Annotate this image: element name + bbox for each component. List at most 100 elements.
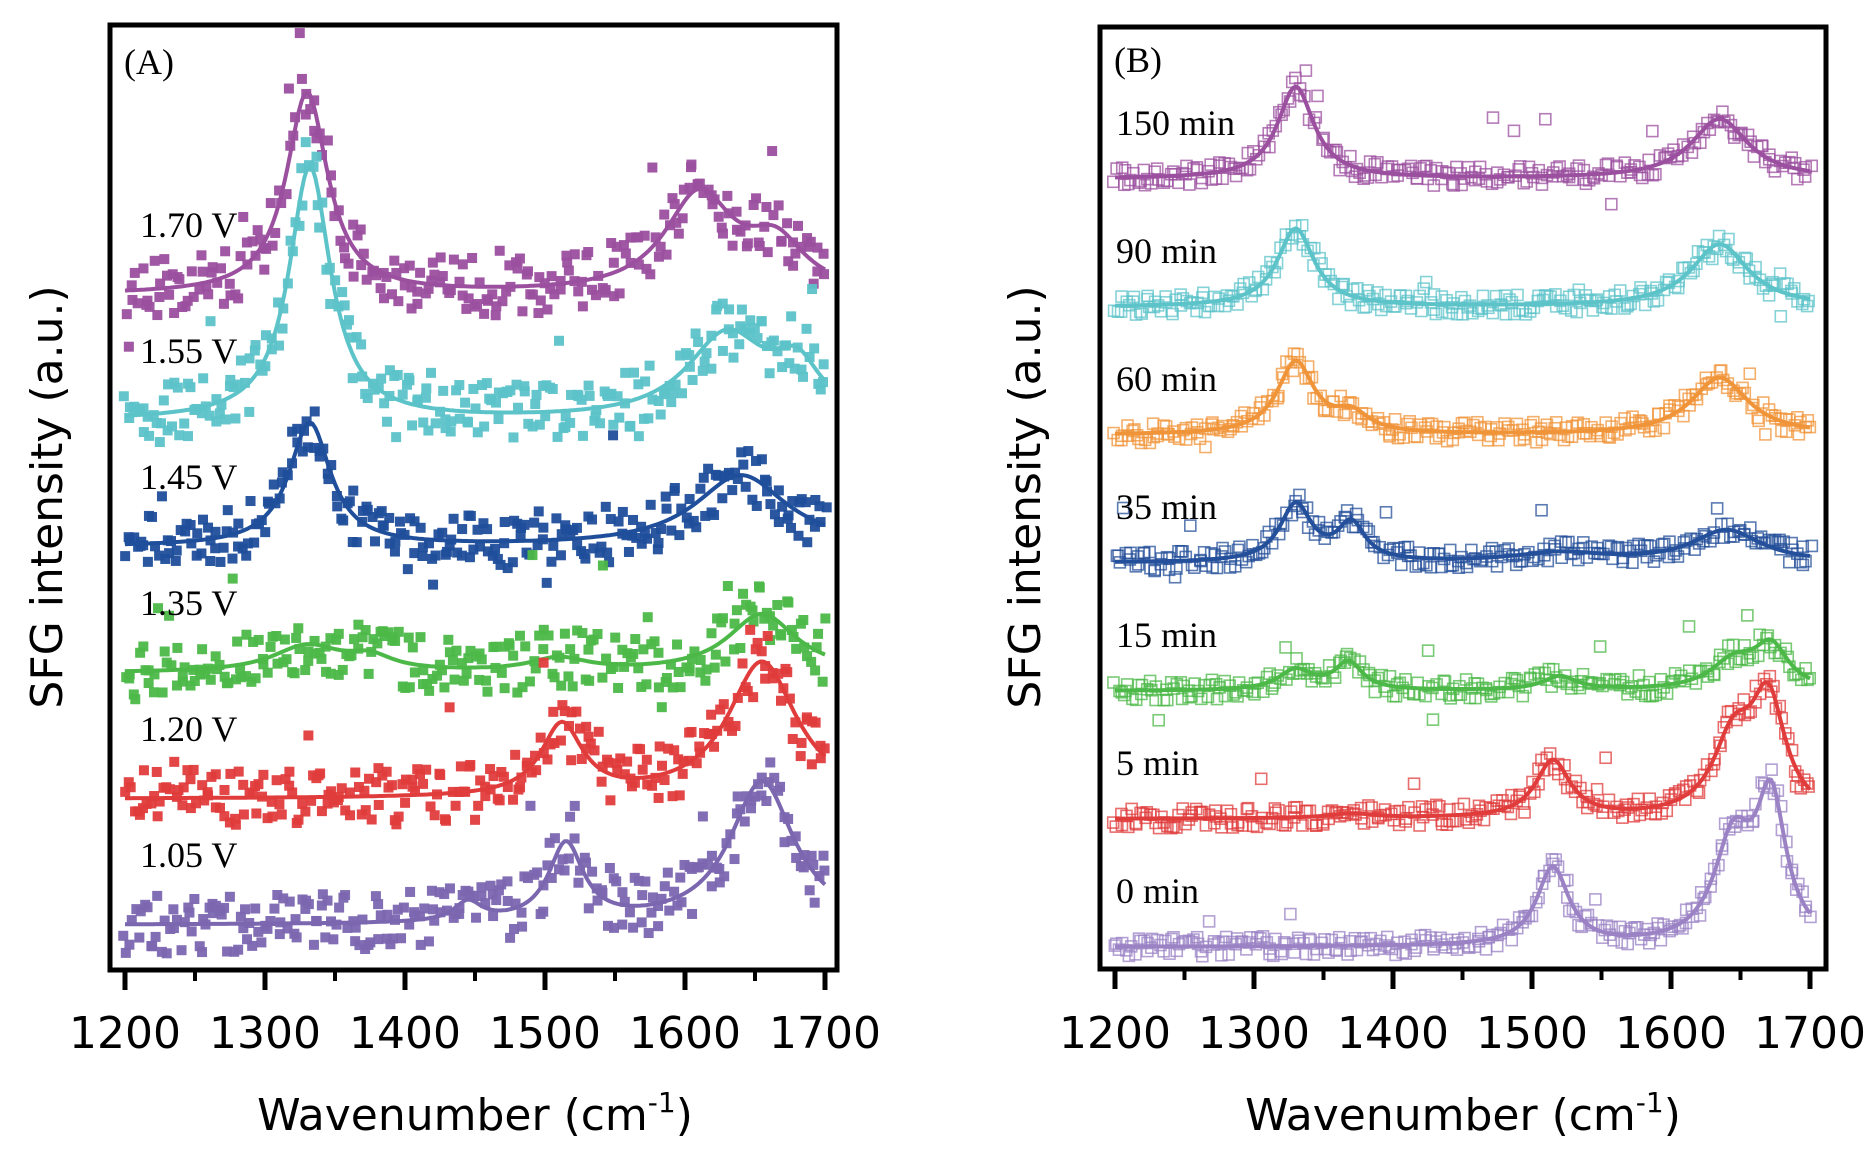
- data-point: [1337, 408, 1351, 422]
- data-point: [555, 275, 566, 286]
- data-point: [480, 898, 491, 909]
- data-point: [1341, 948, 1354, 961]
- data-point: [476, 882, 487, 893]
- data-point: [485, 880, 496, 891]
- data-point: [706, 330, 717, 341]
- data-point: [272, 658, 283, 669]
- data-point: [284, 766, 295, 777]
- data-point: [351, 537, 362, 548]
- data-point: [1516, 689, 1530, 703]
- data-point: [546, 872, 557, 883]
- data-point: [1426, 713, 1440, 726]
- data-point: [230, 413, 241, 424]
- data-point: [659, 881, 670, 892]
- data-point: [371, 270, 382, 281]
- data-point: [259, 264, 270, 275]
- data-point: [588, 543, 599, 554]
- data-point: [118, 930, 129, 941]
- data-point: [1507, 124, 1521, 138]
- series-label: 1.35 V: [140, 583, 237, 623]
- data-point: [812, 266, 823, 277]
- data-point: [412, 396, 423, 407]
- data-point: [662, 867, 673, 878]
- data-point: [1407, 777, 1421, 791]
- data-point: [697, 811, 708, 822]
- data-point: [584, 390, 595, 401]
- data-point: [1332, 292, 1345, 306]
- data-point: [356, 339, 367, 350]
- data-point: [1756, 139, 1769, 153]
- data-point: [762, 630, 773, 641]
- data-point: [1518, 806, 1531, 819]
- data-point: [1422, 679, 1435, 693]
- data-point: [279, 634, 290, 645]
- data-point: [491, 895, 502, 906]
- data-point: [527, 289, 538, 300]
- data-point: [237, 543, 248, 554]
- data-point: [623, 546, 634, 557]
- data-point: [344, 787, 355, 798]
- data-point: [661, 249, 672, 260]
- data-point: [355, 224, 366, 235]
- data-point: [233, 518, 244, 529]
- data-point: [636, 917, 647, 928]
- data-point: [590, 410, 601, 421]
- data-point: [735, 642, 746, 653]
- data-point: [1241, 801, 1255, 815]
- data-point: [218, 298, 229, 309]
- data-point: [1490, 939, 1504, 953]
- data-point: [1599, 751, 1612, 765]
- data-point: [1290, 652, 1303, 665]
- data-point: [498, 771, 509, 782]
- data-point: [425, 801, 436, 812]
- data-point: [142, 411, 153, 422]
- data-point: [761, 201, 772, 212]
- data-point: [354, 940, 365, 951]
- data-point: [205, 674, 216, 685]
- data-point: [178, 782, 189, 793]
- data-point: [402, 564, 413, 575]
- data-point: [559, 706, 570, 717]
- data-point: [644, 360, 655, 371]
- data-point: [706, 709, 717, 720]
- data-point: [664, 905, 675, 916]
- fit-line: [1115, 226, 1811, 308]
- data-point: [205, 555, 216, 566]
- data-point: [439, 889, 450, 900]
- data-point: [587, 866, 598, 877]
- data-point: [249, 345, 260, 356]
- data-point: [357, 632, 368, 643]
- series-90-min: 90 min: [1107, 218, 1815, 323]
- data-point: [516, 907, 527, 918]
- data-point: [1799, 900, 1813, 914]
- data-point: [352, 230, 363, 241]
- data-point: [235, 251, 246, 262]
- data-point: [1279, 937, 1292, 951]
- data-point: [1202, 915, 1216, 928]
- data-point: [393, 811, 404, 822]
- data-point: [382, 909, 393, 920]
- data-point: [232, 636, 243, 647]
- data-point: [583, 246, 594, 257]
- data-point: [423, 425, 434, 436]
- data-point: [608, 419, 619, 430]
- data-point: [637, 764, 648, 775]
- data-point: [504, 260, 515, 271]
- data-point: [606, 388, 617, 399]
- data-point: [423, 538, 434, 549]
- panel-a-xtick-label: 1200: [69, 1008, 181, 1059]
- data-point: [491, 301, 502, 312]
- data-point: [1490, 560, 1504, 573]
- data-point: [454, 903, 465, 914]
- data-point: [1246, 819, 1260, 833]
- data-point: [435, 907, 446, 918]
- data-point: [1340, 504, 1354, 517]
- data-point: [1150, 162, 1164, 175]
- data-point: [146, 798, 157, 809]
- data-point: [495, 559, 506, 570]
- data-point: [1508, 672, 1522, 685]
- data-point: [687, 908, 698, 919]
- data-point: [294, 220, 305, 231]
- data-point: [118, 391, 129, 402]
- data-point: [376, 373, 387, 384]
